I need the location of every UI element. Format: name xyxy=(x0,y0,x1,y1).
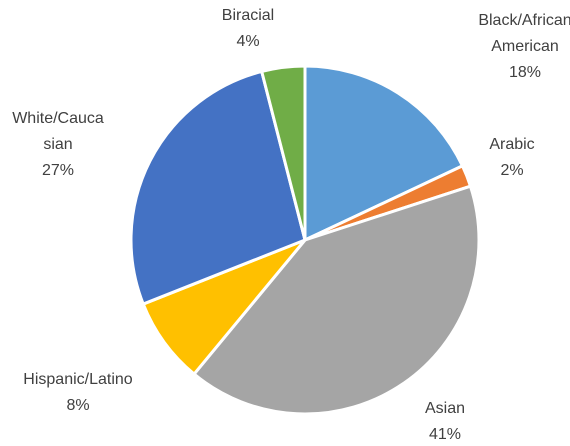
pie-slice xyxy=(192,184,481,416)
pie-slice xyxy=(303,64,464,242)
category-label: White/Caucasian xyxy=(12,110,104,153)
value-label: 18% xyxy=(508,64,542,81)
category-label: Arabic xyxy=(489,136,535,153)
value-label: 2% xyxy=(500,162,524,179)
category-label: Hispanic/Latino xyxy=(23,371,133,388)
pie-slice xyxy=(129,69,307,306)
category-label: Black/African American xyxy=(478,12,570,55)
data-label: White/Caucasian 27% xyxy=(11,106,106,184)
pie-slice xyxy=(260,64,307,242)
category-label: Biracial xyxy=(221,7,275,24)
category-label: Asian xyxy=(424,400,466,417)
data-label: Black/African American 18% xyxy=(460,8,570,86)
data-label: Hispanic/Latino 8% xyxy=(3,367,153,419)
data-label: Arabic 2% xyxy=(472,132,552,184)
data-label: Asian 41% xyxy=(405,396,485,446)
value-label: 27% xyxy=(41,162,75,179)
value-label: 41% xyxy=(428,426,462,443)
data-label: Biracial 4% xyxy=(208,3,288,55)
value-label: 8% xyxy=(66,397,90,414)
value-label: 4% xyxy=(236,33,260,50)
